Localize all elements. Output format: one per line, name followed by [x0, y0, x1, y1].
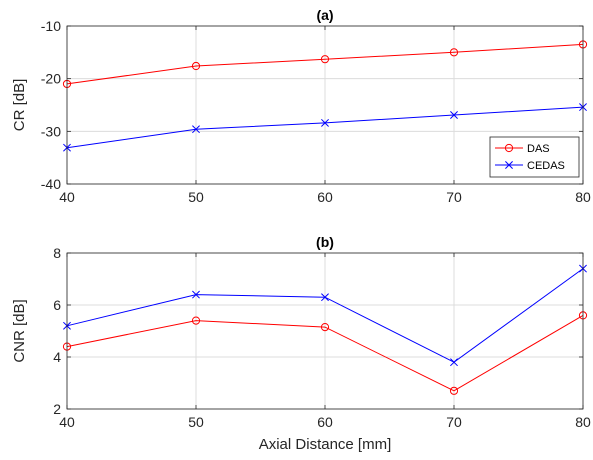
data-point: [450, 358, 458, 367]
y-tick-label: 2: [53, 401, 61, 417]
x-tick-label: 80: [575, 189, 591, 205]
data-point: [320, 55, 330, 64]
legend-item-das: DAS: [495, 143, 550, 155]
y-tick-label: -20: [41, 71, 61, 87]
marker-stroke: [505, 161, 513, 169]
series-line: [66, 43, 584, 85]
legend-label: DAS: [527, 143, 550, 155]
marker-stroke: [192, 125, 200, 134]
marker-stroke: [192, 290, 200, 299]
chart-title: (a): [316, 7, 333, 23]
data-point: [321, 293, 329, 302]
x-tick-label: 50: [188, 189, 204, 205]
y-tick-label: -10: [41, 18, 61, 34]
x-tick-label: 40: [59, 414, 75, 430]
data-point: [321, 118, 329, 127]
legend-marker: [504, 143, 514, 153]
data-point: [192, 125, 200, 134]
series-line: [66, 314, 584, 392]
data-point: [191, 61, 201, 71]
data-point: [449, 386, 459, 395]
legend-marker: [505, 161, 513, 169]
y-axis-label: CR [dB]: [11, 79, 28, 132]
x-tick-label: 50: [188, 414, 204, 430]
y-axis-label: CNR [dB]: [11, 299, 28, 362]
x-tick-label: 40: [59, 189, 75, 205]
x-tick-label: 70: [446, 414, 462, 430]
data-point: [450, 111, 458, 119]
data-point: [191, 316, 201, 325]
x-axis-label: Axial Distance [mm]: [259, 436, 392, 453]
x-tick-label: 60: [317, 414, 333, 430]
data-point: [192, 290, 200, 299]
legend: DAS CEDAS: [489, 136, 580, 178]
data-point: [449, 48, 459, 57]
chart-title: (b): [316, 234, 334, 250]
marker-stroke: [321, 118, 329, 127]
y-tick-label: 4: [53, 349, 61, 365]
axes-box: [66, 252, 584, 410]
series-cedas: [63, 103, 587, 152]
y-tick-label: 6: [53, 297, 61, 313]
marker-stroke: [321, 293, 329, 302]
marker-stroke: [450, 358, 458, 367]
marker-stroke: [450, 111, 458, 119]
legend-label: CEDAS: [527, 160, 565, 172]
legend-box: [489, 136, 580, 178]
chart-panel-a: 40 50 60 70 80 -40 -30 -20 -10 (a) CR [dB] DAS CEDAS: [11, 7, 591, 205]
y-tick-label: 8: [53, 245, 61, 261]
axes-box: [66, 25, 584, 185]
chart-panel-b: 40 50 60 70 80 2 4 6 8 (b) CNR [dB] Axial Distance …: [11, 234, 591, 453]
legend-item-cedas: CEDAS: [495, 160, 565, 172]
y-tick-label: -40: [41, 176, 61, 192]
data-point: [320, 323, 330, 332]
x-tick-label: 70: [446, 189, 462, 205]
x-tick-label: 80: [575, 414, 591, 430]
y-tick-label: -30: [41, 123, 61, 139]
x-tick-label: 60: [317, 189, 333, 205]
